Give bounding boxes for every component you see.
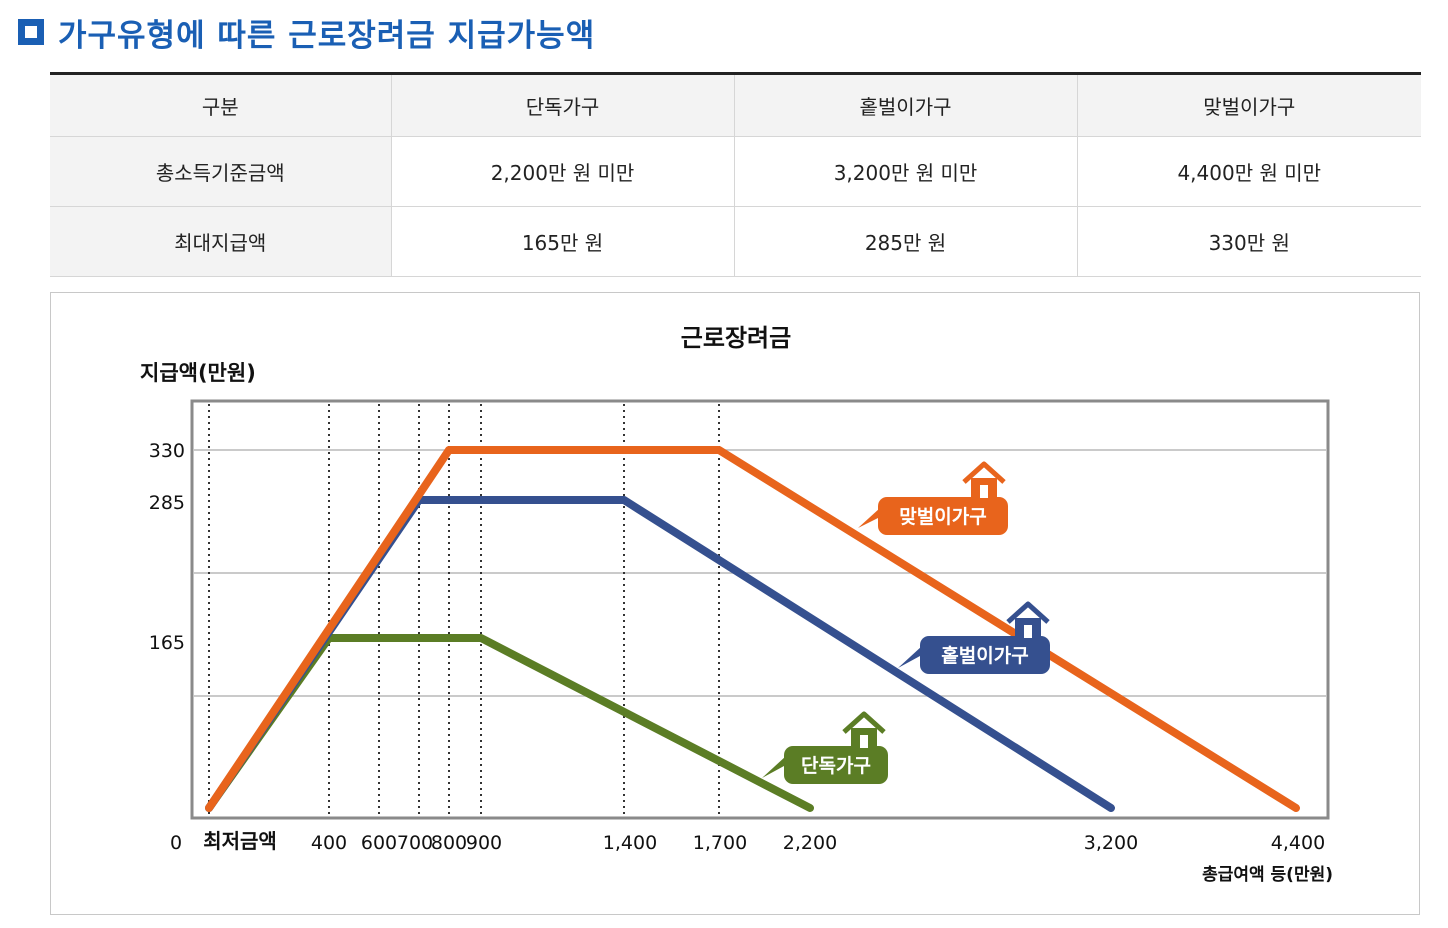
series-line bbox=[205, 446, 1300, 812]
x-tick-label: 600 bbox=[361, 832, 397, 854]
table-header: 구분 bbox=[50, 72, 391, 137]
chart-frame bbox=[50, 292, 1420, 915]
square-bullet-icon bbox=[18, 19, 44, 45]
table-cell: 3,200만 원 미만 bbox=[733, 136, 1077, 207]
y-tick-label: 165 bbox=[149, 632, 185, 654]
plot-frame bbox=[190, 399, 1330, 820]
label-pointer bbox=[762, 756, 786, 778]
series-label-box bbox=[920, 636, 1050, 674]
x-tick-label: 4,400 bbox=[1271, 832, 1325, 854]
x-tick-label: 3,200 bbox=[1084, 832, 1138, 854]
series-label-box bbox=[784, 746, 888, 784]
house-icon bbox=[980, 485, 988, 498]
x-tick-label: 400 bbox=[311, 832, 347, 854]
house-icon bbox=[1024, 625, 1032, 638]
table-row: 총소득기준금액 2,200만 원 미만 3,200만 원 미만 4,400만 원… bbox=[50, 136, 1421, 207]
table-cell: 최대지급액 bbox=[50, 206, 391, 277]
table-header: 홑벌이가구 bbox=[733, 72, 1077, 137]
y-tick-label: 285 bbox=[149, 492, 185, 514]
x-tick-label: 1,400 bbox=[603, 832, 657, 854]
label-pointer bbox=[858, 508, 880, 528]
x-tick-label: 900 bbox=[466, 832, 502, 854]
series-label: 단독가구 bbox=[801, 755, 871, 777]
house-icon bbox=[842, 711, 886, 734]
table-cell: 2,200만 원 미만 bbox=[390, 136, 734, 207]
series-label-box bbox=[878, 497, 1008, 535]
chart-title: 근로장려금 bbox=[681, 324, 791, 352]
x-axis-label: 총급여액 등(만원) bbox=[1202, 865, 1333, 885]
x-tick-label: 1,700 bbox=[693, 832, 747, 854]
label-pointer bbox=[898, 646, 922, 668]
house-icon bbox=[860, 735, 868, 748]
table-header: 단독가구 bbox=[390, 72, 734, 137]
y-axis-label: 지급액(만원) bbox=[140, 361, 256, 385]
x-tick-label: 최저금액 bbox=[203, 829, 277, 853]
series-label: 맞벌이가구 bbox=[899, 506, 986, 528]
table-header: 맞벌이가구 bbox=[1076, 72, 1421, 137]
table-cell: 총소득기준금액 bbox=[50, 136, 391, 207]
benefit-table: 구분 단독가구 홑벌이가구 맞벌이가구 총소득기준금액 2,200만 원 미만 … bbox=[50, 72, 1421, 277]
page-title: 가구유형에 따른 근로장려금 지급가능액 bbox=[58, 17, 596, 54]
house-icon bbox=[1006, 601, 1050, 624]
table-cell: 285만 원 bbox=[733, 206, 1077, 277]
table-row: 최대지급액 165만 원 285만 원 330만 원 bbox=[50, 206, 1421, 277]
table-cell: 330만 원 bbox=[1076, 206, 1421, 277]
x-tick-label: 800 bbox=[431, 832, 467, 854]
page-title-row: 가구유형에 따른 근로장려금 지급가능액 bbox=[18, 10, 595, 54]
table-cell: 165만 원 bbox=[390, 206, 734, 277]
table-header-row: 구분 단독가구 홑벌이가구 맞벌이가구 bbox=[50, 72, 1421, 137]
x-tick-label: 2,200 bbox=[783, 832, 837, 854]
table-cell: 4,400만 원 미만 bbox=[1076, 136, 1421, 207]
y-tick-label: 0 bbox=[170, 832, 182, 854]
y-tick-label: 330 bbox=[149, 440, 185, 462]
house-icon bbox=[962, 461, 1006, 484]
series-label: 홑벌이가구 bbox=[941, 644, 1028, 667]
x-tick-label: 700 bbox=[397, 832, 433, 854]
